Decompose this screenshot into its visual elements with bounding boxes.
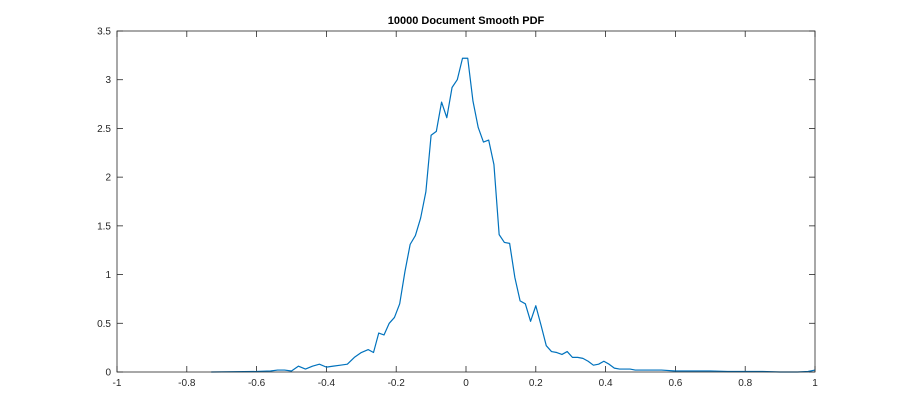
x-tick-label: 1 [812, 378, 818, 389]
tick-label-layer: -1 -0.8 -0.6 -0.4 -0.2 0 0.2 0.4 0.6 0.8 1 0 0.5 1 1.5… [97, 27, 818, 390]
x-tick-label: -0.2 [388, 378, 406, 389]
x-tick-label: 0.8 [738, 378, 752, 389]
y-tick-label: 0.5 [97, 319, 111, 330]
plot-frame [116, 30, 816, 373]
y-tick-label: 2.5 [97, 124, 111, 135]
x-tick-label: 0 [463, 378, 469, 389]
x-tick-label: -0.6 [248, 378, 266, 389]
y-tick-label: 1.5 [97, 221, 111, 232]
y-tick-label: 2 [105, 173, 111, 184]
y-tick-label: 1 [105, 270, 111, 281]
x-tick-label: 0.2 [529, 378, 543, 389]
x-tick-label: -0.8 [178, 378, 196, 389]
x-tick-label: 0.6 [668, 378, 682, 389]
x-tick-label: -0.4 [318, 378, 336, 389]
y-tick-label: 3.5 [97, 27, 111, 38]
y-tick-label: 3 [105, 75, 111, 86]
y-tick-label: 0 [105, 368, 111, 379]
x-tick-label: 0.4 [599, 378, 613, 389]
x-tick-label: -1 [113, 378, 122, 389]
chart-title: 10000 Document Smooth PDF [388, 15, 545, 27]
series-line-pdf [211, 57, 816, 373]
